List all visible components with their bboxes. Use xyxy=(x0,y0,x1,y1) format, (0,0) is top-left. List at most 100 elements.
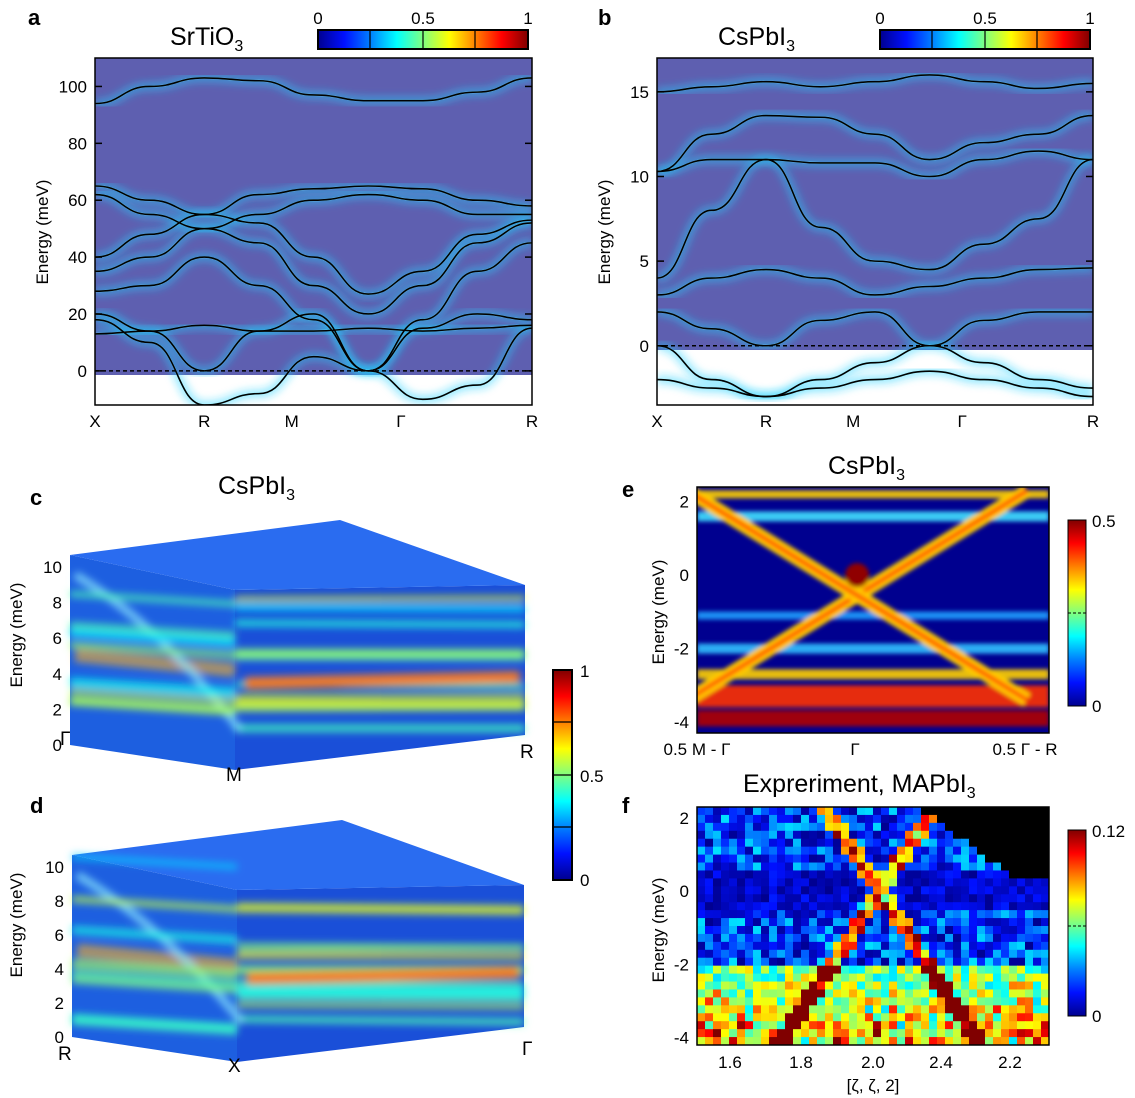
heatmap-cell xyxy=(753,854,762,864)
heatmap-cell xyxy=(945,902,954,911)
heatmap-cell xyxy=(705,870,714,879)
heatmap-cell xyxy=(713,973,722,983)
heatmap-band xyxy=(697,511,1049,522)
heatmap-cell xyxy=(729,1005,738,1014)
heatmap-cell xyxy=(1017,949,1026,959)
heatmap-cell xyxy=(929,1005,938,1014)
heatmap-cell xyxy=(857,902,866,911)
x-tick-label: Γ xyxy=(850,740,859,759)
heatmap-cell xyxy=(753,838,762,848)
heatmap-cell xyxy=(793,862,802,871)
heatmap-cell xyxy=(857,1013,866,1022)
heatmap-cell xyxy=(913,902,922,911)
heatmap-cell xyxy=(889,1021,898,1030)
heatmap-cell xyxy=(777,910,786,919)
heatmap-cell xyxy=(825,807,834,816)
heatmap-cell xyxy=(713,870,722,879)
heatmap-cell xyxy=(969,933,978,943)
band-line xyxy=(95,213,532,295)
heatmap-cell xyxy=(913,965,922,975)
heatmap-cell xyxy=(897,1021,906,1030)
heatmap-cell xyxy=(753,894,762,903)
colorbar-divisions xyxy=(369,30,476,49)
heatmap-cell xyxy=(745,814,754,824)
heatmap-cell xyxy=(921,910,930,919)
heatmap-cell xyxy=(993,981,1002,990)
heatmap-cell xyxy=(977,997,986,1006)
heatmap-cell xyxy=(729,989,738,998)
heatmap-cell xyxy=(897,1013,906,1022)
heatmap-cell xyxy=(777,933,786,943)
heatmap-cell xyxy=(809,997,818,1006)
heatmap-cell xyxy=(857,846,866,856)
y-tick-label: 10 xyxy=(630,167,649,186)
heatmap-cell xyxy=(777,989,786,998)
heatmap-cell xyxy=(761,989,770,998)
heatmap-cell xyxy=(801,870,810,879)
y-tick-label: 100 xyxy=(59,77,87,96)
heatmap-cell xyxy=(1025,1037,1034,1045)
heatmap-cell xyxy=(753,1029,762,1038)
heatmap-cell xyxy=(961,902,970,911)
colorbar-tick-label: 0.5 xyxy=(1092,512,1116,531)
heatmap-cell xyxy=(881,926,890,935)
heatmap-cell xyxy=(841,1013,850,1022)
heatmap-cell xyxy=(1001,965,1010,975)
heatmap-cell xyxy=(969,854,978,864)
heatmap-cell xyxy=(913,878,922,887)
heatmap-cell xyxy=(1001,854,1010,864)
heatmap-cell xyxy=(697,886,706,895)
heatmap-cell xyxy=(937,838,946,848)
heatmap-cell xyxy=(1033,886,1042,895)
heatmap-cell xyxy=(825,862,834,871)
x-tick-label: 2.2 xyxy=(998,1053,1022,1072)
heatmap-cell xyxy=(713,989,722,998)
heatmap-cell xyxy=(785,838,794,848)
heatmap-cell xyxy=(785,894,794,903)
heatmap-cell xyxy=(1001,910,1010,919)
heatmap-cell xyxy=(1009,838,1018,848)
heatmap-cell xyxy=(1009,997,1018,1006)
heatmap-cell xyxy=(785,870,794,879)
heatmap-cell xyxy=(737,1037,746,1045)
heatmap-cell xyxy=(969,1021,978,1030)
heatmap-cell xyxy=(769,957,778,967)
heatmap-cell xyxy=(889,838,898,848)
heatmap-cell xyxy=(721,1021,730,1030)
heatmap-cell xyxy=(1017,830,1026,840)
heatmap-cell xyxy=(697,1037,706,1045)
heatmap-cell xyxy=(969,846,978,856)
heatmap-cell xyxy=(769,862,778,871)
plot-frame xyxy=(656,57,1094,406)
heatmap-cell xyxy=(913,1029,922,1038)
heatmap-cell xyxy=(841,1037,850,1045)
panel-title: CsPbI3 xyxy=(828,452,905,484)
heatmap-cell xyxy=(1009,830,1018,840)
heatmap-cell xyxy=(793,902,802,911)
heatmap-cell xyxy=(929,894,938,903)
heatmap-cell xyxy=(913,910,922,919)
heatmap-cell xyxy=(865,949,874,959)
heatmap-cell xyxy=(953,870,962,879)
heatmap-cell xyxy=(769,933,778,943)
heatmap-cell xyxy=(913,886,922,895)
heatmap-cell xyxy=(961,1021,970,1030)
heatmap-cell xyxy=(817,862,826,871)
heatmap-cell xyxy=(705,862,714,871)
y-axis-label: Energy (meV) xyxy=(7,873,26,978)
heatmap-cell xyxy=(929,973,938,983)
heatmap-cell xyxy=(921,949,930,959)
heatmap-cell xyxy=(857,957,866,967)
heatmap-cell xyxy=(945,981,954,990)
heatmap-cell xyxy=(905,814,914,824)
heatmap-cell xyxy=(945,949,954,959)
heatmap-cell xyxy=(865,830,874,840)
heatmap-cell xyxy=(1041,854,1049,864)
heatmap-cell xyxy=(825,957,834,967)
heatmap-cell xyxy=(817,886,826,895)
heatmap-cell xyxy=(825,918,834,927)
corner-label: Γ xyxy=(60,729,70,750)
heatmap-cell xyxy=(1017,902,1026,911)
heatmap-cell xyxy=(721,926,730,935)
heatmap-cell xyxy=(1017,814,1026,824)
